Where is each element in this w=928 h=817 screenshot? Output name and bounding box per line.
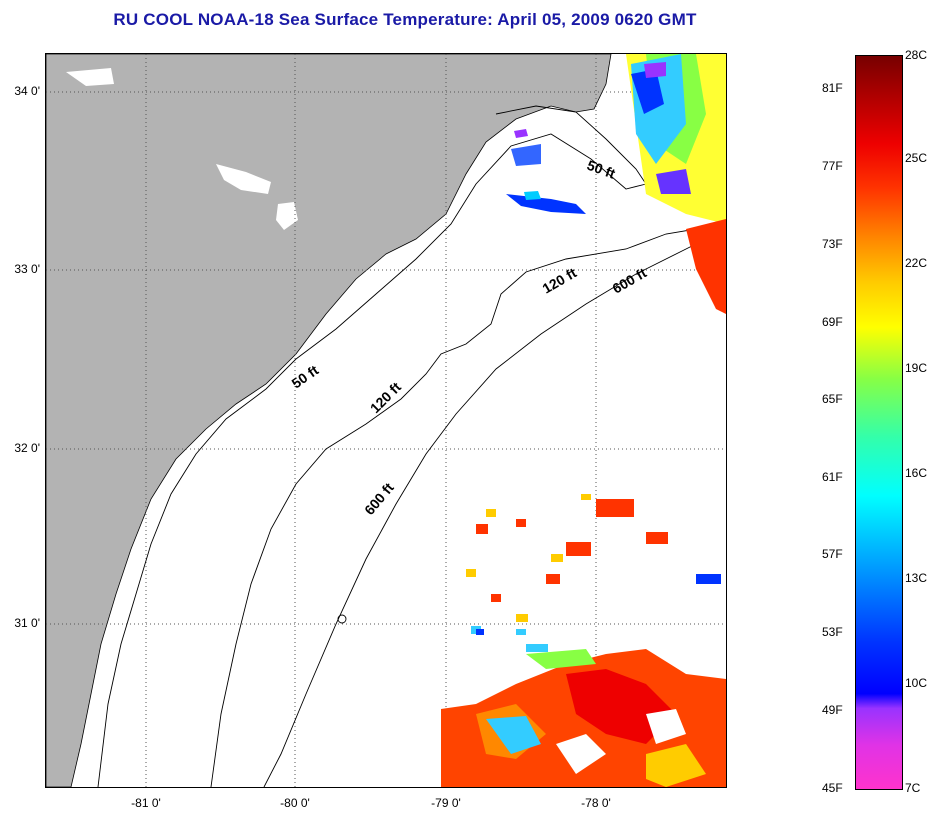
lon-label-79: -79 0'	[431, 796, 461, 810]
temperature-colorbar	[855, 55, 903, 790]
lon-label-80: -80 0'	[280, 796, 310, 810]
colorbar-label-f: 61F	[822, 470, 843, 484]
colorbar-label-c: 25C	[905, 151, 928, 165]
land-mass	[46, 54, 612, 787]
sst-map[interactable]: 50 ft 120 ft 600 ft 50 ft 120 ft 600 ft	[45, 53, 727, 788]
colorbar-label-c: 13C	[905, 571, 928, 585]
colorbar-label-f: 65F	[822, 392, 843, 406]
depth-contours	[97, 105, 726, 787]
lat-label-33: 33 0'	[14, 262, 40, 276]
lat-label-31: 31 0'	[14, 616, 40, 630]
colorbar-label-f: 53F	[822, 625, 843, 639]
colorbar-label-f: 73F	[822, 237, 843, 251]
lat-label-32: 32 0'	[14, 441, 40, 455]
map-title: RU COOL NOAA-18 Sea Surface Temperature:…	[113, 10, 697, 29]
lake	[66, 68, 114, 86]
colorbar-label-c: 28C	[905, 48, 928, 62]
colorbar-label-c: 22C	[905, 256, 928, 270]
contour-label-50ft: 50 ft	[289, 362, 322, 392]
colorbar-label-c: 7C	[905, 781, 921, 795]
contour-600ft	[263, 228, 726, 787]
colorbar-label-f: 69F	[822, 315, 843, 329]
graticule	[46, 54, 726, 787]
contour-label-600ft: 600 ft	[610, 264, 650, 296]
contour-50ft	[97, 105, 647, 787]
colorbar-label-f: 57F	[822, 547, 843, 561]
contour-label-120ft: 120 ft	[540, 264, 580, 296]
contour-label-50ft: 50 ft	[585, 157, 618, 182]
sst-data	[441, 54, 726, 787]
colorbar-label-c: 19C	[905, 361, 928, 375]
map-canvas: 50 ft 120 ft 600 ft 50 ft 120 ft 600 ft	[46, 54, 726, 787]
colorbar-label-c: 10C	[905, 676, 928, 690]
colorbar-label-f: 45F	[822, 781, 843, 795]
lon-label-78: -78 0'	[581, 796, 611, 810]
colorbar-label-f: 77F	[822, 159, 843, 173]
colorbar-label-f: 49F	[822, 703, 843, 717]
lat-label-34: 34 0'	[14, 84, 40, 98]
colorbar-label-f: 81F	[822, 81, 843, 95]
contour-120ft	[210, 223, 726, 787]
lake	[216, 164, 271, 194]
lon-label-81: -81 0'	[131, 796, 161, 810]
colorbar-label-c: 16C	[905, 466, 928, 480]
lake	[276, 202, 298, 230]
